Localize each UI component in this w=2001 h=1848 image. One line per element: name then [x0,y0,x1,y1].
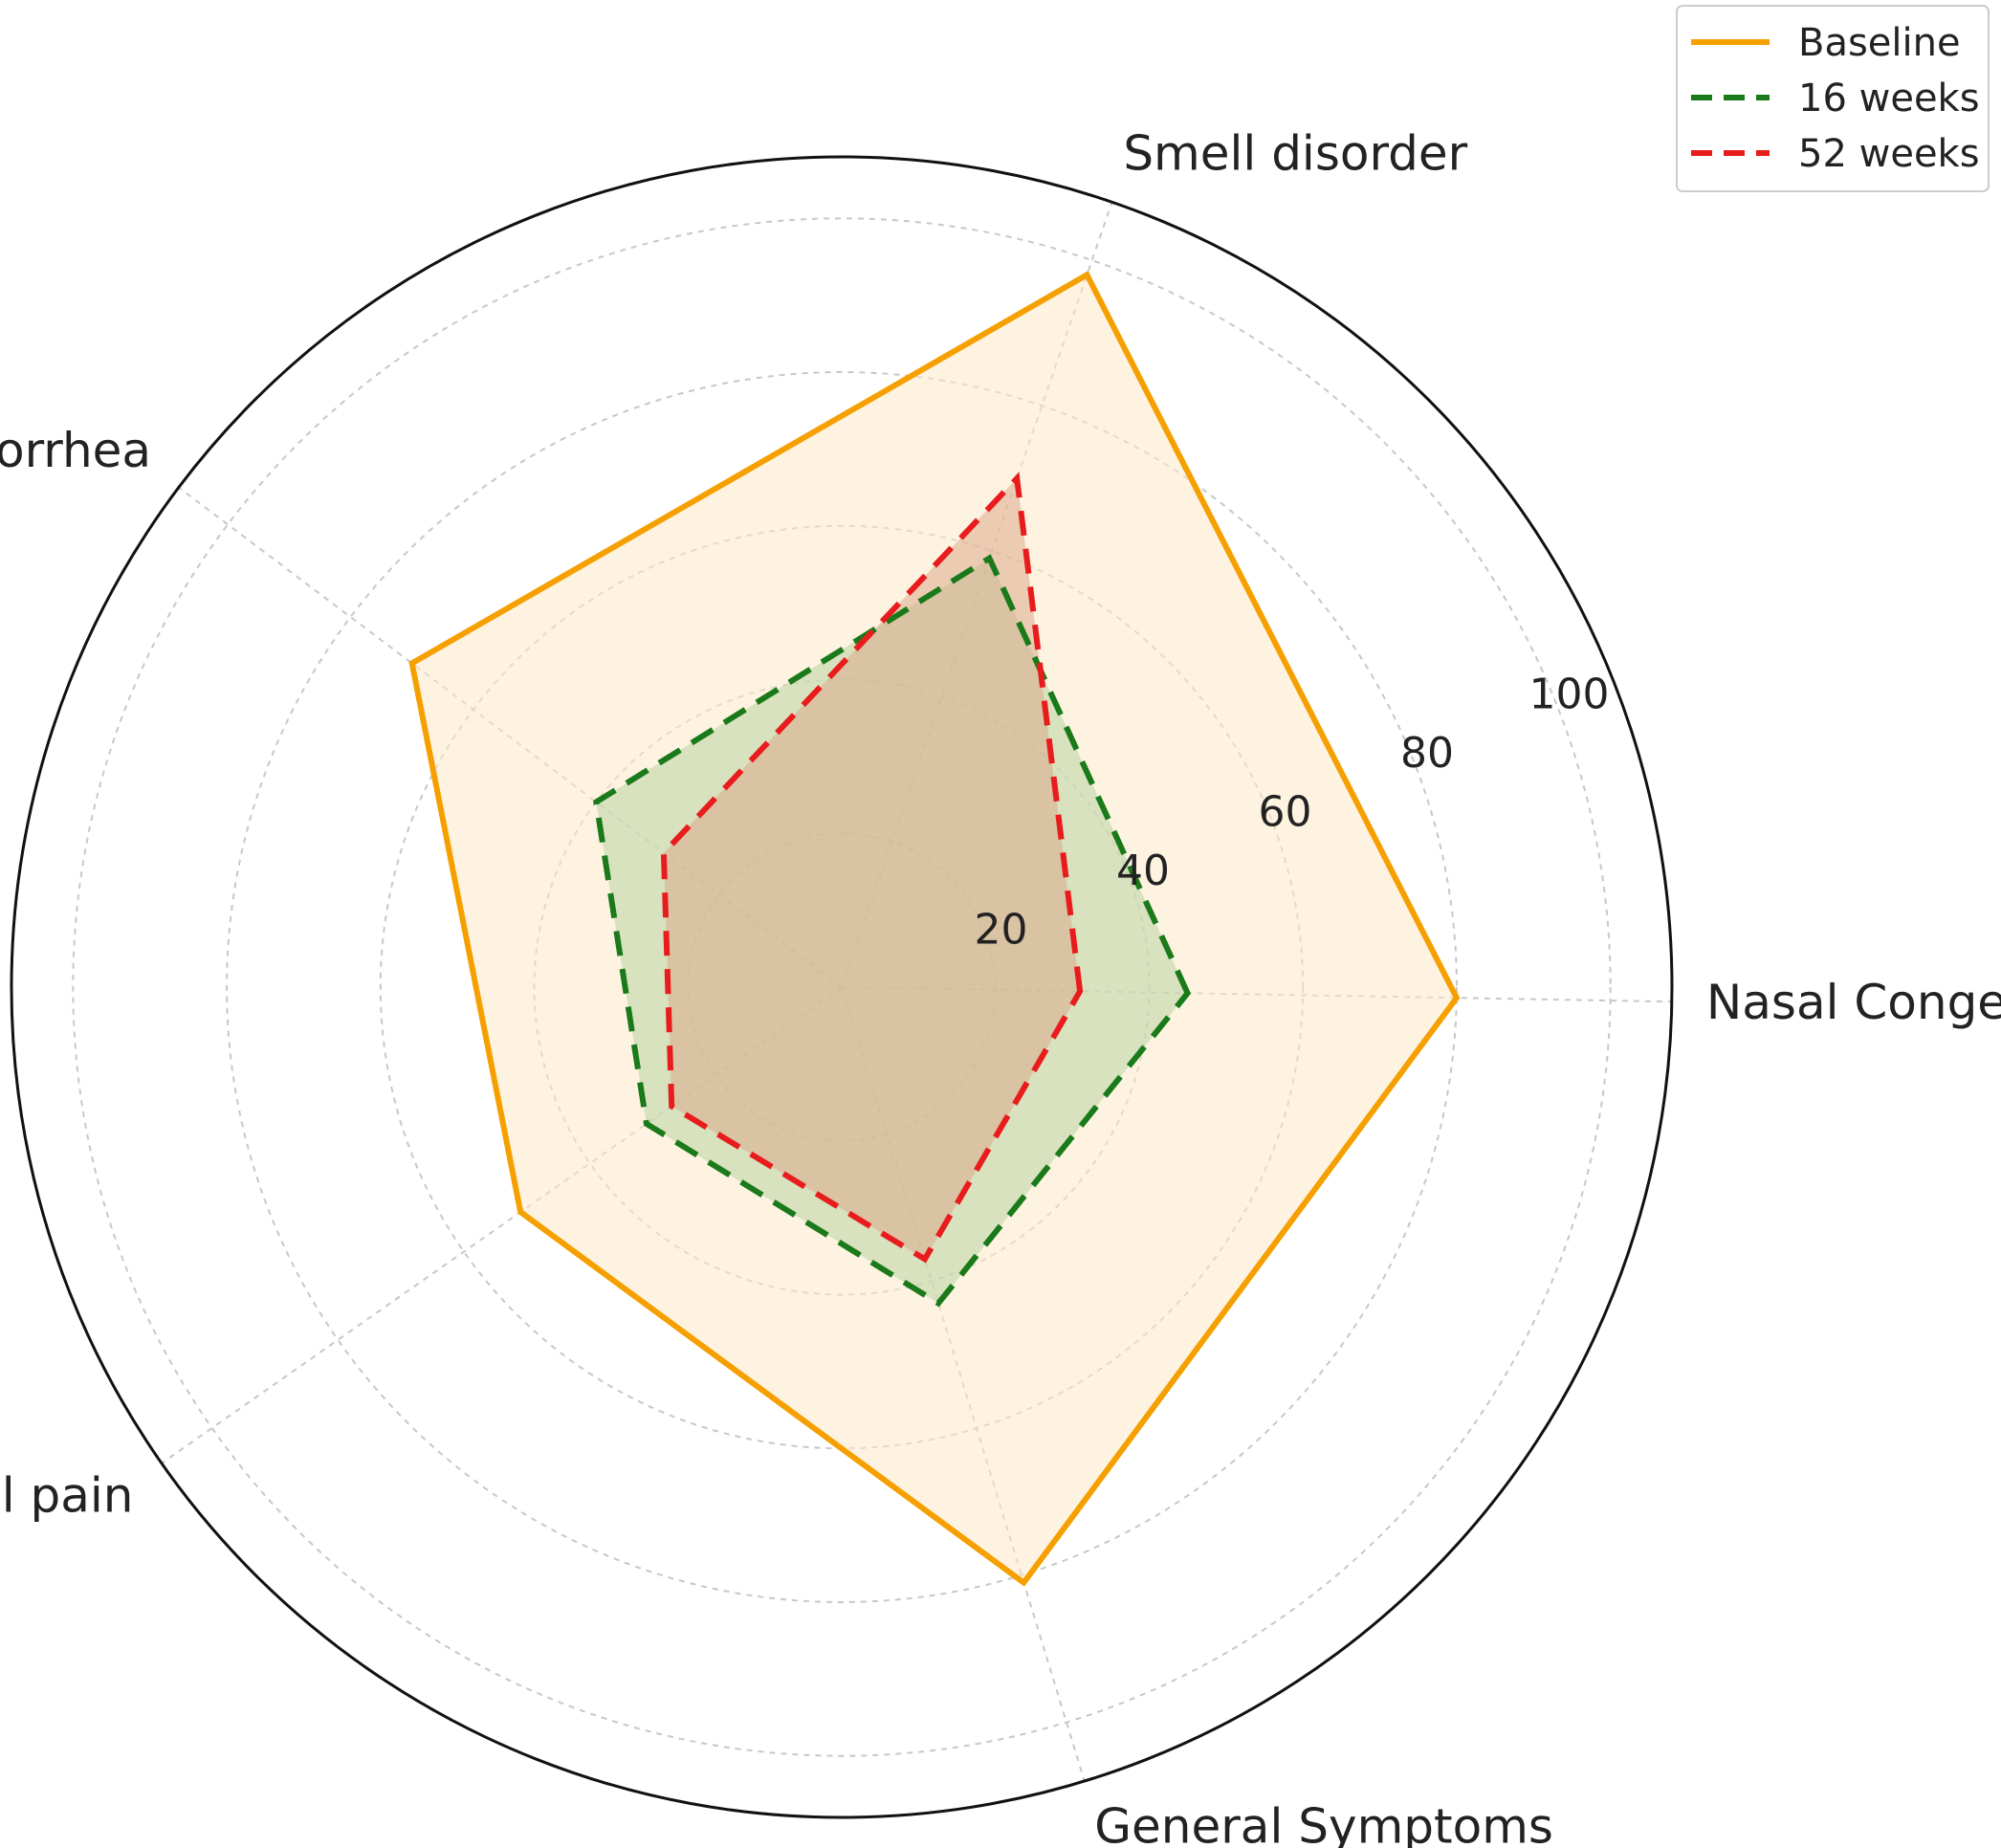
legend-items: Baseline 16 weeks 52 weeks [1691,21,1980,176]
legend-label-1: 16 weeks [1798,77,1980,121]
series-line-0 [408,271,1461,1587]
legend-label-0: Baseline [1798,21,1961,65]
axis-label-3: Facial pain [0,1468,133,1524]
series-line-1 [593,554,1192,1308]
grid-circle-3 [226,371,1458,1603]
r-tick-label-3: 80 [1400,729,1454,778]
legend-frame [1676,5,1990,192]
axis-label-4: General Symptoms [1094,1798,1553,1848]
r-tick-label-2: 60 [1259,787,1312,836]
tick-labels: 20 40 60 80 100 [975,670,1610,954]
series-line-2 [660,472,1084,1264]
legend-label-2: 52 weeks [1798,132,1980,176]
r-tick-label-4: 100 [1529,670,1610,718]
axis-label-1: Smell disorder [1123,125,1467,181]
outer-ring [10,155,1674,1819]
axis-label-0: Nasal Congestion [1706,975,2001,1030]
r-tick-label-0: 20 [975,905,1028,954]
fill-layer [411,275,1457,1583]
series-fill-2 [663,478,1081,1260]
r-tick-label-1: 40 [1116,847,1170,895]
line-layer [408,271,1461,1587]
grid-circle-4 [72,217,1612,1757]
axis-labels: Nasal Congestion Smell disorder Rhinorrhea… [0,125,2001,1848]
axis-label-2: Rhinorrhea [0,423,151,478]
legend: Baseline 16 weeks 52 weeks [1676,5,1990,192]
